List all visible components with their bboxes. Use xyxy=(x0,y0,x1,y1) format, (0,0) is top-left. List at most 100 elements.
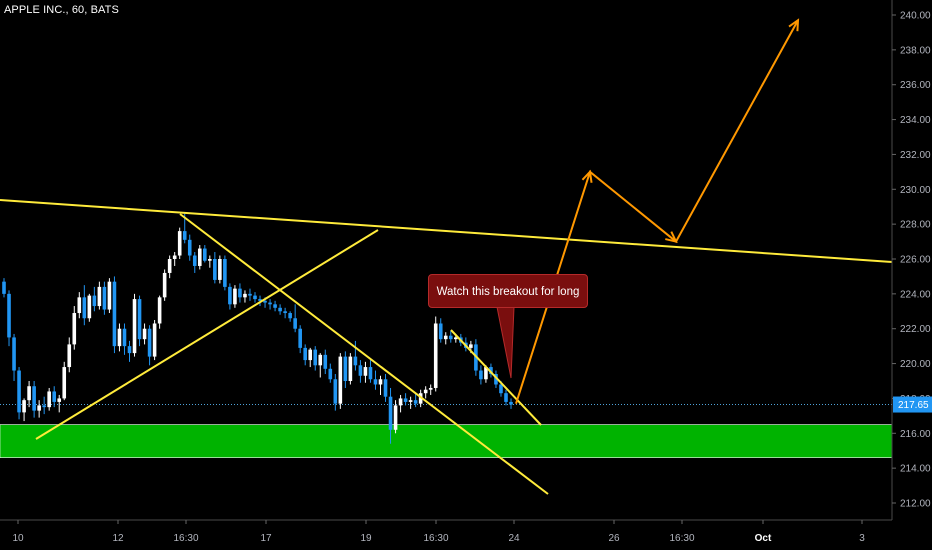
time-tick-label: 26 xyxy=(608,533,620,544)
candle-body xyxy=(142,328,147,340)
candle xyxy=(67,337,72,373)
candle-body xyxy=(383,379,388,397)
candle xyxy=(308,347,313,368)
candle xyxy=(423,386,428,399)
candle-body xyxy=(42,405,46,408)
candle xyxy=(403,393,408,406)
trend-line[interactable] xyxy=(0,199,893,263)
candle-body xyxy=(388,396,393,430)
candle-body xyxy=(127,346,132,354)
candle xyxy=(438,318,443,343)
candle-body xyxy=(268,302,272,305)
candle-body xyxy=(428,387,433,390)
candle xyxy=(132,293,137,357)
candle xyxy=(238,283,242,303)
time-tick-label: 12 xyxy=(112,533,124,544)
candle-body xyxy=(368,367,373,380)
candle xyxy=(268,299,272,310)
candle-body xyxy=(318,354,323,366)
annotation-callout[interactable]: Watch this breakout for long xyxy=(428,274,588,308)
candle-body xyxy=(27,386,31,401)
candle-body xyxy=(152,323,157,357)
candle-body xyxy=(288,313,292,319)
candle-body xyxy=(484,367,488,380)
candle-body xyxy=(162,272,167,298)
candle-body xyxy=(323,354,328,369)
time-tick-label: 10 xyxy=(12,533,24,544)
price-tick-label: 222.00 xyxy=(900,324,931,335)
candle xyxy=(137,295,142,347)
candle xyxy=(102,281,107,315)
candle-body xyxy=(283,311,287,314)
candle xyxy=(248,288,252,301)
candle-body xyxy=(278,307,282,312)
candle xyxy=(353,340,358,371)
price-tick-label: 238.00 xyxy=(900,45,931,56)
candle-body xyxy=(132,299,137,354)
candle xyxy=(433,316,438,392)
candle-body xyxy=(22,400,26,413)
projection-arrowhead xyxy=(581,169,593,183)
candle xyxy=(378,375,383,395)
price-tick-label: 212.00 xyxy=(900,499,931,510)
callout-pointer xyxy=(496,306,515,379)
candle xyxy=(122,323,127,355)
candle xyxy=(72,306,77,350)
candle-body xyxy=(208,259,212,261)
candle xyxy=(318,353,323,378)
candle-body xyxy=(358,365,363,376)
trend-line[interactable] xyxy=(179,213,549,495)
candle-body xyxy=(308,349,313,361)
candle xyxy=(253,292,257,303)
candle xyxy=(192,252,197,273)
candle-body xyxy=(233,288,237,305)
projection-path[interactable] xyxy=(515,19,799,404)
candle-body xyxy=(203,248,207,261)
candle xyxy=(77,292,82,319)
candle-body xyxy=(258,299,262,301)
price-tick-label: 236.00 xyxy=(900,80,931,91)
candle-body xyxy=(102,286,107,310)
candle xyxy=(142,323,147,345)
candle-body xyxy=(263,300,267,303)
candle-body xyxy=(253,295,257,300)
trend-line[interactable] xyxy=(35,229,379,440)
time-tick-label: Oct xyxy=(755,533,772,544)
candle-body xyxy=(122,328,127,347)
candle xyxy=(172,252,177,266)
candle xyxy=(223,255,227,291)
candle-body xyxy=(172,255,177,259)
candle-body xyxy=(7,293,11,338)
candle-body xyxy=(167,259,172,273)
candle xyxy=(298,325,302,354)
price-tick-label: 230.00 xyxy=(900,185,931,196)
time-tick-label: 17 xyxy=(260,533,272,544)
candle-body xyxy=(147,328,152,357)
candle xyxy=(303,344,307,366)
candle-body xyxy=(418,393,423,404)
candle xyxy=(383,374,388,402)
candle-body xyxy=(117,328,122,347)
candle-body xyxy=(52,391,56,402)
candle xyxy=(293,304,297,333)
candle-body xyxy=(363,367,368,376)
candle xyxy=(213,252,217,284)
candle xyxy=(504,389,508,406)
candle-body xyxy=(17,370,21,413)
candle-body xyxy=(448,335,453,340)
candle xyxy=(509,398,513,409)
candle xyxy=(413,393,418,408)
candle xyxy=(283,307,287,319)
candle-body xyxy=(298,328,302,348)
trend-line[interactable] xyxy=(450,329,542,426)
candle-body xyxy=(499,384,503,394)
candle xyxy=(288,311,292,322)
candle-body xyxy=(218,259,222,280)
candle-body xyxy=(12,337,16,371)
price-tick-label: 216.00 xyxy=(900,429,931,440)
price-tick-label: 214.00 xyxy=(900,464,931,475)
candle-body xyxy=(32,386,36,411)
candle-body xyxy=(454,337,458,340)
